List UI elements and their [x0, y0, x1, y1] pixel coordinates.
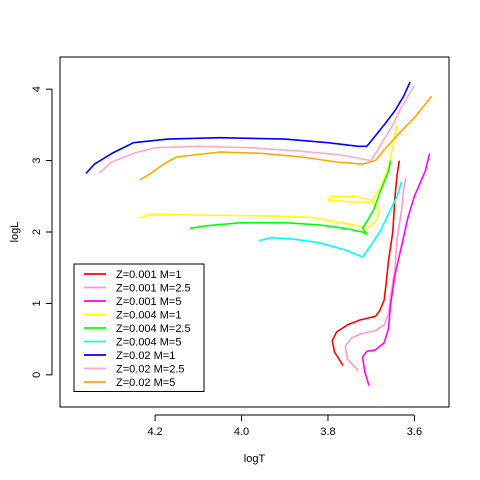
legend-label-2: Z=0.001 M=2.5 [116, 282, 191, 294]
series-line-1 [331, 160, 401, 367]
x-tick-label-2: 4.0 [234, 426, 249, 438]
x-tick-label-3: 3.8 [320, 426, 335, 438]
series-line-3 [361, 153, 431, 386]
y-tick-label-3: 2 [31, 229, 43, 235]
plot-frame [59, 56, 450, 408]
legend-label-8: Z=0.02 M=2.5 [116, 363, 185, 375]
series-line-6 [258, 181, 403, 258]
legend-label-3: Z=0.001 M=5 [116, 296, 181, 308]
y-tick-label-2: 1 [31, 300, 43, 306]
x-axis-label: logT [244, 453, 266, 465]
y-tick-label-5: 4 [31, 86, 43, 92]
axes-layer: 4.2 4.0 3.8 3.6 0 1 2 3 4 [31, 86, 422, 438]
series-line-9 [139, 95, 433, 181]
y-tick-label-1: 0 [31, 372, 43, 378]
legend-label-6: Z=0.004 M=5 [116, 336, 181, 348]
legend-label-4: Z=0.004 M=1 [116, 309, 181, 321]
series-line-5 [189, 160, 392, 235]
series-line-4 [139, 124, 398, 230]
legend-label-9: Z=0.02 M=5 [116, 377, 175, 389]
legend-label-5: Z=0.004 M=2.5 [116, 323, 191, 335]
series-line-8 [98, 85, 416, 175]
legend-label-1: Z=0.001 M=1 [116, 269, 181, 281]
series-line-2 [344, 178, 407, 372]
series-line-7 [85, 81, 411, 174]
y-tick-label-4: 3 [31, 158, 43, 164]
series-layer [85, 81, 433, 386]
x-tick-label-1: 4.2 [147, 426, 162, 438]
y-axis-label: logL [9, 222, 21, 243]
legend: Z=0.001 M=1Z=0.001 M=2.5Z=0.001 M=5Z=0.0… [73, 263, 205, 392]
x-tick-label-4: 3.6 [407, 426, 422, 438]
legend-label-7: Z=0.02 M=1 [116, 350, 175, 362]
